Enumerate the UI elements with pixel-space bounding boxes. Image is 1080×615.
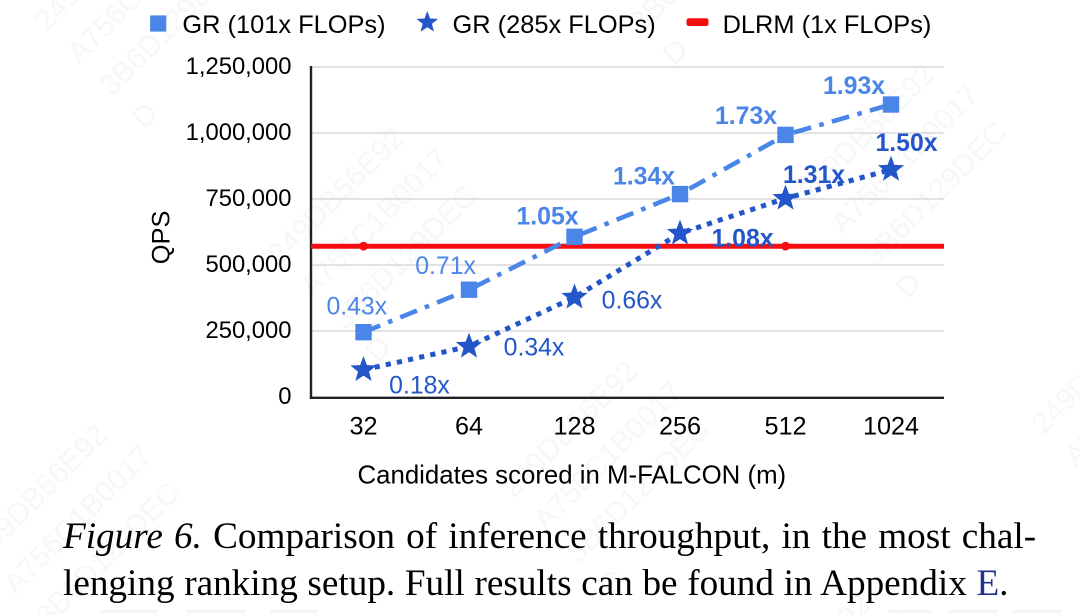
svg-text:0.34x: 0.34x	[504, 335, 565, 362]
svg-text:0.71x: 0.71x	[415, 253, 476, 280]
svg-text:1.08x: 1.08x	[711, 226, 773, 253]
svg-text:0: 0	[278, 383, 291, 410]
svg-text:1.05x: 1.05x	[516, 204, 578, 231]
svg-text:Candidates scored in M-FALCON: Candidates scored in M-FALCON (m)	[358, 462, 787, 490]
svg-text:1.93x: 1.93x	[823, 73, 885, 100]
svg-text:QPS: QPS	[148, 211, 176, 265]
svg-text:1.50x: 1.50x	[875, 130, 937, 157]
svg-text:0.43x: 0.43x	[326, 293, 387, 320]
svg-text:250,000: 250,000	[205, 317, 291, 344]
svg-text:128: 128	[553, 413, 595, 441]
svg-text:1,000,000: 1,000,000	[186, 119, 292, 146]
svg-text:GR (101x FLOPs): GR (101x FLOPs)	[182, 11, 385, 39]
svg-text:DLRM (1x FLOPs): DLRM (1x FLOPs)	[723, 11, 932, 39]
svg-text:1.31x: 1.31x	[783, 162, 845, 189]
svg-text:1024: 1024	[863, 413, 919, 441]
svg-text:GR (285x FLOPs): GR (285x FLOPs)	[453, 11, 656, 39]
svg-text:1.34x: 1.34x	[613, 164, 675, 191]
svg-text:1,250,000: 1,250,000	[186, 53, 292, 80]
svg-text:750,000: 750,000	[205, 185, 291, 212]
svg-text:0.18x: 0.18x	[389, 373, 450, 400]
svg-text:1.73x: 1.73x	[715, 103, 777, 130]
svg-text:512: 512	[764, 413, 806, 441]
svg-text:64: 64	[455, 413, 483, 441]
svg-text:32: 32	[349, 413, 377, 441]
svg-text:256: 256	[659, 413, 701, 441]
svg-text:0.66x: 0.66x	[602, 288, 663, 315]
svg-text:500,000: 500,000	[205, 251, 291, 278]
